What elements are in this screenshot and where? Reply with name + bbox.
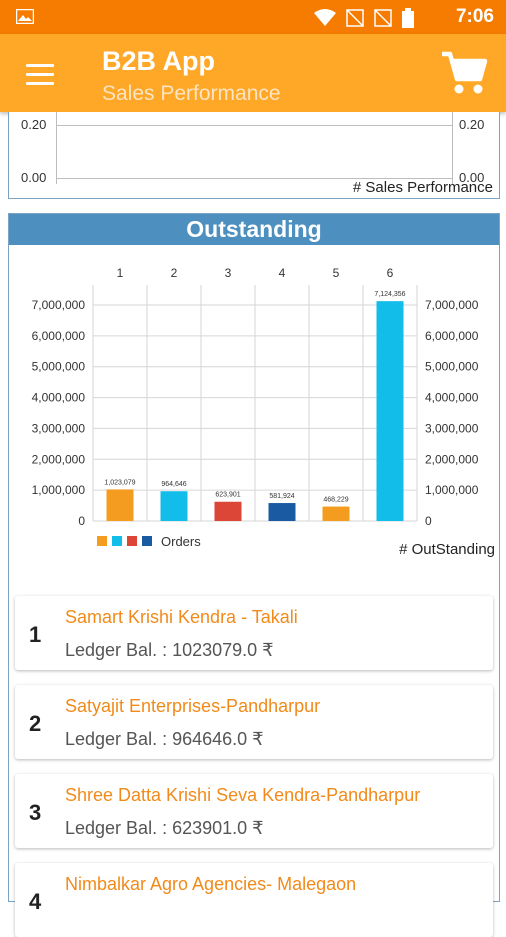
customer-rank: 1 <box>29 622 42 647</box>
sales-performance-label: # Sales Performance <box>352 179 493 196</box>
chart-value-label: 1,023,079 <box>104 479 135 486</box>
outstanding-chart: 7,000,000 7,000,000 6,000,000 6,000,000 5,00… <box>9 245 499 575</box>
chart-legend-swatch <box>97 536 107 546</box>
gridline <box>56 125 452 126</box>
status-time: 7:06 <box>455 6 494 27</box>
menu-icon[interactable] <box>26 64 54 85</box>
chart-y-tick-right: 2,000,000 <box>425 452 479 466</box>
chart-y-tick-right: 4,000,000 <box>425 391 479 405</box>
outstanding-card: Outstanding 7,000,000 7,000,000 6,000,000 6… <box>8 213 500 937</box>
wifi-icon <box>314 9 336 26</box>
chart-y-tick: 7,000,000 <box>32 298 86 312</box>
cart-icon[interactable] <box>440 48 488 96</box>
y-tick-right: 0.20 <box>459 117 485 132</box>
chart-legend-swatch <box>112 536 122 546</box>
chart-y-tick: 6,000,000 <box>32 329 86 343</box>
chart-y-tick-right: 7,000,000 <box>425 298 479 312</box>
chart-value-label: 581,924 <box>269 493 294 500</box>
chart-x-tick: 2 <box>171 266 178 280</box>
chart-y-tick: 1,000,000 <box>32 483 86 497</box>
chart-bar <box>160 491 188 521</box>
chart-bar <box>106 489 134 521</box>
chart-value-label: 623,901 <box>215 492 240 499</box>
customer-ledger-balance: Ledger Bal. : 964646.0 ₹ <box>65 729 264 749</box>
chart-y-tick-right: 5,000,000 <box>425 360 479 374</box>
customer-list-item[interactable]: 4 Nimbalkar Agro Agencies- Malegaon <box>15 863 493 937</box>
customer-name: Shree Datta Krishi Seva Kendra-Pandharpu… <box>65 785 421 805</box>
chart-bar <box>214 501 242 521</box>
chart-y-tick-right: 1,000,000 <box>425 483 479 497</box>
customer-ledger-balance: Ledger Bal. : 623901.0 ₹ <box>65 818 264 838</box>
customer-ledger-balance: Ledger Bal. : 1023079.0 ₹ <box>65 640 274 660</box>
chart-value-label: 964,646 <box>161 481 186 488</box>
app-bar: B2B App Sales Performance <box>0 34 506 112</box>
chart-x-tick: 1 <box>117 266 124 280</box>
chart-bar <box>268 503 296 521</box>
customer-rank: 2 <box>29 711 42 736</box>
customer-list-item[interactable]: 2 Satyajit Enterprises-Pandharpur Ledger B… <box>15 685 493 759</box>
app-subtitle: Sales Performance <box>102 82 281 105</box>
chart-y-tick: 5,000,000 <box>32 360 86 374</box>
chart-y-tick-right: 0 <box>425 514 432 528</box>
chart-legend-swatch <box>142 536 152 546</box>
chart-x-tick: 5 <box>333 266 340 280</box>
y-tick-left: 0.20 <box>21 117 47 132</box>
signal-off-icon-2 <box>374 9 392 27</box>
chart-bar <box>322 506 350 521</box>
chart-legend-label: Orders <box>161 534 201 549</box>
chart-x-tick: 4 <box>279 266 286 280</box>
gridline <box>56 178 452 179</box>
chart-y-tick-right: 3,000,000 <box>425 421 479 435</box>
customer-rank: 3 <box>29 800 42 825</box>
outstanding-chart-svg: 7,000,000 7,000,000 6,000,000 6,000,000 5,00… <box>32 266 495 558</box>
customer-list-item[interactable]: 3 Shree Datta Krishi Seva Kendra-Pandharp… <box>15 774 493 848</box>
customer-name: Satyajit Enterprises-Pandharpur <box>65 696 321 716</box>
outstanding-header: Outstanding <box>9 214 499 245</box>
battery-icon <box>402 8 414 28</box>
chart-bar <box>376 301 404 521</box>
chart-axis-left <box>56 112 57 184</box>
chart-value-label: 7,124,356 <box>374 291 405 298</box>
customer-list-item[interactable]: 1 Samart Krishi Kendra - Takali Ledger Bal… <box>15 596 493 670</box>
y-tick-left: 0.00 <box>21 170 47 185</box>
chart-y-tick: 3,000,000 <box>32 421 86 435</box>
customer-name: Samart Krishi Kendra - Takali <box>65 607 298 627</box>
chart-value-label: 468,229 <box>323 497 348 504</box>
chart-legend-swatch <box>127 536 137 546</box>
signal-off-icon <box>346 9 364 27</box>
app-title: B2B App <box>102 46 215 76</box>
chart-y-tick-right: 6,000,000 <box>425 329 479 343</box>
customer-name: Nimbalkar Agro Agencies- Malegaon <box>65 874 357 894</box>
chart-axis-right <box>452 112 453 184</box>
customer-rank: 4 <box>29 889 42 914</box>
outstanding-chart-label: # OutStanding <box>399 541 495 558</box>
status-bar: 7:06 <box>0 0 506 34</box>
chart-y-tick: 2,000,000 <box>32 452 86 466</box>
sales-performance-card: 0.20 0.00 0.20 0.00 # Sales Performance <box>8 112 500 199</box>
chart-y-tick: 0 <box>78 514 85 528</box>
y-tick-right: 0.00 <box>459 170 485 185</box>
chart-y-tick: 4,000,000 <box>32 391 86 405</box>
gallery-icon <box>16 9 34 24</box>
chart-x-tick: 6 <box>387 266 394 280</box>
chart-x-tick: 3 <box>225 266 232 280</box>
